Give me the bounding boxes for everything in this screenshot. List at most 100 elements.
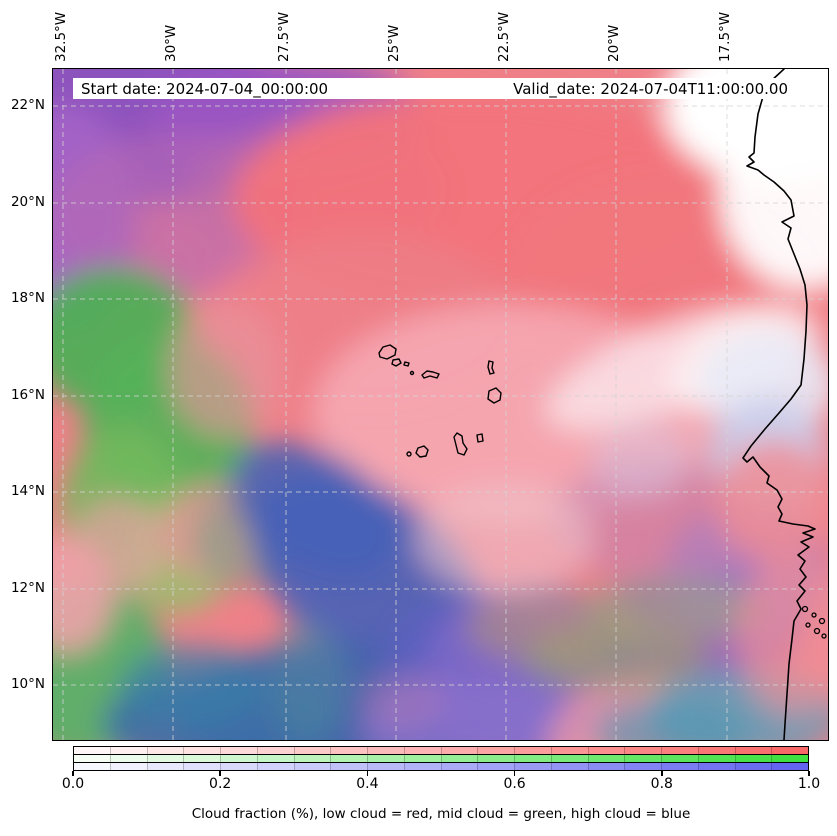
colorbar-row-mid-cloud bbox=[73, 754, 809, 763]
colorbar-cell bbox=[403, 747, 441, 754]
colorbar-cell bbox=[550, 763, 588, 770]
colorbar-cell bbox=[587, 747, 625, 754]
title-band: Start date: 2024-07-04_00:00:00 Valid_da… bbox=[73, 78, 796, 99]
colorbar-cell bbox=[514, 763, 551, 770]
colorbar-cell bbox=[220, 763, 257, 770]
colorbar-cell bbox=[330, 755, 367, 762]
x-tick-label: 20°W bbox=[606, 24, 622, 62]
x-tick-label: 25°W bbox=[386, 24, 402, 62]
colorbar-cell bbox=[109, 763, 147, 770]
colorbar-tickmarks bbox=[72, 771, 810, 776]
y-tick-label: 10°N bbox=[10, 676, 45, 692]
y-tick-label: 22°N bbox=[10, 97, 45, 113]
map-plot-area: Start date: 2024-07-04_00:00:00 Valid_da… bbox=[52, 68, 829, 741]
colorbar-cell bbox=[771, 747, 808, 754]
colorbar-cell bbox=[367, 763, 404, 770]
colorbar-cell bbox=[330, 763, 367, 770]
colorbar-cell bbox=[734, 747, 772, 754]
cape-verde-islands bbox=[378, 344, 502, 458]
colorbar-cell bbox=[477, 747, 514, 754]
x-tick-label: 27.5°W bbox=[276, 11, 292, 62]
colorbar-cell bbox=[661, 747, 698, 754]
colorbar-cell bbox=[183, 763, 220, 770]
colorbar-cell bbox=[183, 755, 220, 762]
colorbar-cell bbox=[477, 755, 514, 762]
colorbar-cell bbox=[477, 763, 514, 770]
y-tick-label: 20°N bbox=[10, 194, 45, 210]
colorbar-tick-label: 0.8 bbox=[650, 776, 673, 792]
colorbar-cell bbox=[514, 755, 551, 762]
colorbar-cell bbox=[661, 755, 698, 762]
colorbar-cell bbox=[697, 755, 735, 762]
coastal-islets bbox=[801, 605, 827, 639]
colorbar-cell bbox=[146, 755, 184, 762]
colorbar-cell bbox=[440, 747, 478, 754]
colorbar-tick-label: 0.0 bbox=[61, 776, 85, 792]
y-tick-label: 18°N bbox=[10, 290, 45, 306]
colorbar-cell bbox=[367, 755, 404, 762]
colorbar-cell bbox=[587, 763, 625, 770]
colorbar-cell bbox=[256, 763, 294, 770]
y-tick-label: 14°N bbox=[10, 483, 45, 499]
x-tick-label: 22.5°W bbox=[496, 11, 512, 62]
colorbar-cell bbox=[440, 763, 478, 770]
start-date-text: Start date: 2024-07-04_00:00:00 bbox=[81, 79, 329, 98]
cloud-color-field bbox=[53, 69, 828, 740]
colorbar-cell bbox=[256, 747, 294, 754]
colorbar-tickmark bbox=[366, 771, 369, 776]
y-tick-label: 12°N bbox=[10, 580, 45, 596]
colorbar-cell bbox=[74, 747, 110, 754]
colorbar-cell bbox=[220, 747, 257, 754]
colorbar-cell bbox=[403, 755, 441, 762]
colorbar-cell bbox=[734, 755, 772, 762]
colorbar-cell bbox=[330, 747, 367, 754]
colorbar-cell bbox=[514, 747, 551, 754]
colorbar-cell bbox=[624, 755, 661, 762]
africa-coastline bbox=[742, 69, 816, 740]
colorbar-cell bbox=[697, 747, 735, 754]
x-tick-label: 32.5°W bbox=[53, 11, 69, 62]
colorbar-cell bbox=[367, 747, 404, 754]
colorbar-tick-label: 0.2 bbox=[209, 776, 232, 792]
colorbar-cell bbox=[146, 747, 184, 754]
colorbar-cell bbox=[109, 747, 147, 754]
colorbar-cell bbox=[109, 755, 147, 762]
colorbar-tickmark bbox=[808, 771, 810, 776]
colorbar-tickmark bbox=[661, 771, 663, 776]
colorbar-cell bbox=[661, 763, 698, 770]
colorbar-tick-label: 0.4 bbox=[356, 776, 379, 792]
colorbar-rows bbox=[73, 746, 809, 771]
valid-date-text: Valid_date: 2024-07-04T11:00:00.00 bbox=[513, 79, 788, 98]
colorbar-cell bbox=[293, 755, 331, 762]
colorbar-cell bbox=[256, 755, 294, 762]
colorbar-cell bbox=[74, 763, 110, 770]
colorbar-cell bbox=[624, 763, 661, 770]
colorbar-row-high-cloud bbox=[73, 762, 809, 771]
colorbar-cell bbox=[440, 755, 478, 762]
colorbar-tickmark bbox=[72, 771, 74, 776]
graticule-gridlines bbox=[53, 69, 828, 740]
colorbar-cell bbox=[734, 763, 772, 770]
colorbar-cell bbox=[550, 755, 588, 762]
colorbar-cell bbox=[74, 755, 110, 762]
colorbar-tickmark bbox=[513, 771, 516, 776]
cloud-field-canvas bbox=[53, 69, 828, 740]
x-tick-label: 17.5°W bbox=[717, 11, 733, 62]
colorbar-cell bbox=[220, 755, 257, 762]
colorbar-cell bbox=[293, 763, 331, 770]
colorbar-cell bbox=[771, 763, 808, 770]
colorbar: 0.0 0.2 0.4 0.6 0.8 1.0 bbox=[62, 746, 820, 794]
colorbar-cell bbox=[146, 763, 184, 770]
colorbar-tickmark bbox=[219, 771, 221, 776]
colorbar-tick-label: 0.6 bbox=[503, 776, 526, 792]
colorbar-cell bbox=[771, 755, 808, 762]
colorbar-tick-label: 1.0 bbox=[797, 776, 821, 792]
colorbar-cell bbox=[293, 747, 331, 754]
colorbar-cell bbox=[403, 763, 441, 770]
colorbar-cell bbox=[697, 763, 735, 770]
colorbar-row-low-cloud bbox=[73, 746, 809, 755]
y-tick-label: 16°N bbox=[10, 387, 45, 403]
colorbar-cell bbox=[550, 747, 588, 754]
colorbar-caption: Cloud fraction (%), low cloud = red, mid… bbox=[191, 806, 691, 822]
